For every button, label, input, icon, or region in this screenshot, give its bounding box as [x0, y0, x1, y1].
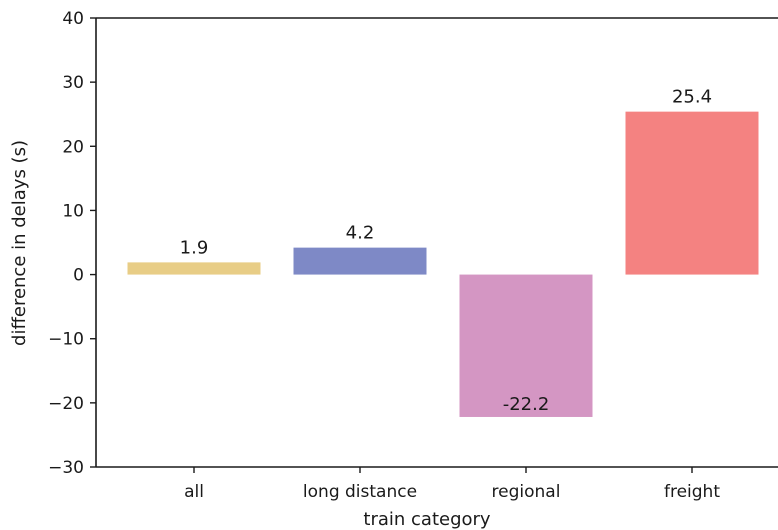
- x-tick-label: all: [184, 482, 204, 502]
- x-axis-ticks: all long distance regional freight: [184, 467, 720, 502]
- y-tick-label: 10: [62, 201, 84, 221]
- y-tick-label: 20: [62, 137, 84, 157]
- y-tick-label: 40: [62, 9, 84, 29]
- bar-all: [127, 262, 261, 275]
- bar-long-distance: [293, 247, 427, 275]
- y-tick-label: −30: [48, 458, 84, 478]
- bar-value-label: 25.4: [672, 87, 712, 108]
- bar-regional: [459, 274, 593, 417]
- y-tick-label: −20: [48, 394, 84, 414]
- data-labels-group: 1.9 4.2 -22.2 25.4: [180, 87, 712, 415]
- y-tick-label: 30: [62, 73, 84, 93]
- bars-group: [127, 111, 759, 417]
- y-axis-ticks: −30 −20 −10 0 10 20 30 40: [48, 9, 96, 478]
- bar-value-label: 1.9: [180, 237, 209, 258]
- y-tick-label: −10: [48, 330, 84, 350]
- x-tick-label: long distance: [303, 482, 417, 502]
- bar-value-label: -22.2: [503, 394, 550, 415]
- bar-value-label: 4.2: [346, 223, 375, 244]
- x-axis-label: train category: [363, 509, 491, 530]
- x-tick-label: regional: [492, 482, 561, 502]
- y-axis-label: difference in delays (s): [9, 140, 30, 346]
- y-tick-label: 0: [73, 266, 84, 286]
- bar-freight: [625, 111, 759, 275]
- x-tick-label: freight: [664, 482, 720, 502]
